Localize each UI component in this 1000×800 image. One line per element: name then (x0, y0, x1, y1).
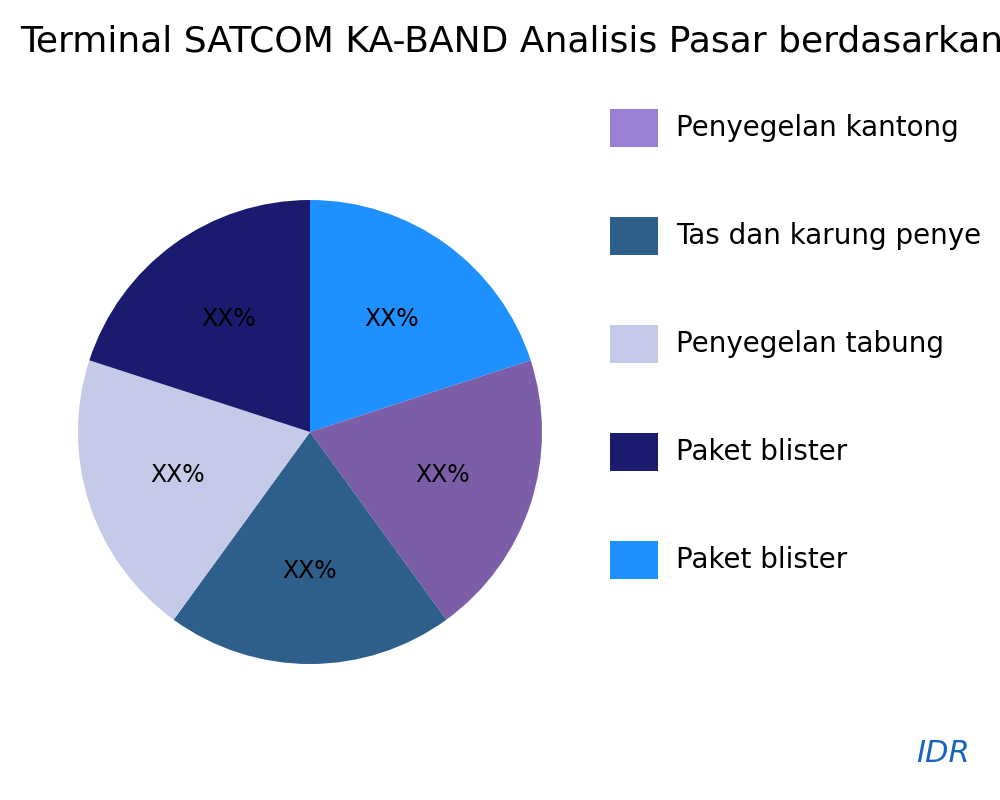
Text: XX%: XX% (365, 307, 419, 331)
Wedge shape (78, 360, 310, 620)
Wedge shape (89, 200, 310, 432)
Wedge shape (310, 360, 542, 620)
Text: XX%: XX% (415, 463, 470, 487)
Text: Tas dan karung penye: Tas dan karung penye (676, 222, 981, 250)
Text: XX%: XX% (150, 463, 205, 487)
Text: Paket blister: Paket blister (676, 546, 847, 574)
Text: Penyegelan tabung: Penyegelan tabung (676, 330, 944, 358)
Text: Terminal SATCOM KA-BAND Analisis Pasar berdasarkan: Terminal SATCOM KA-BAND Analisis Pasar b… (20, 24, 1000, 58)
Wedge shape (174, 432, 446, 664)
Text: Penyegelan kantong: Penyegelan kantong (676, 114, 959, 142)
Text: IDR: IDR (916, 739, 970, 768)
Text: XX%: XX% (283, 559, 337, 583)
Text: Paket blister: Paket blister (676, 438, 847, 466)
Text: XX%: XX% (201, 307, 255, 331)
Wedge shape (310, 200, 531, 432)
